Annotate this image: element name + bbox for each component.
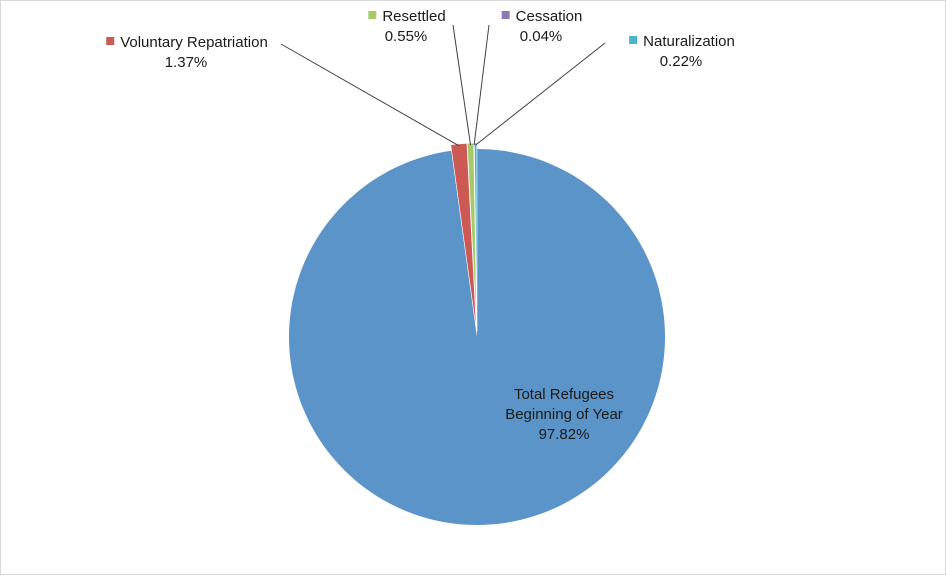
label-value-naturalization: 0.22% bbox=[660, 53, 703, 70]
label-name-total-refugees-beginning-of-year-0: Total Refugees bbox=[514, 386, 614, 403]
data-label-cessation: Cessation 0.04% bbox=[501, 8, 583, 45]
label-value-cessation: 0.04% bbox=[520, 28, 563, 45]
leader-line-naturalization bbox=[475, 42, 606, 146]
label-name-total-refugees-beginning-of-year-1: Beginning of Year bbox=[505, 406, 623, 423]
pie-slice-total-refugees-beginning-of-year bbox=[289, 149, 665, 525]
label-value-resettled: 0.55% bbox=[385, 28, 428, 45]
label-value-voluntary-repatriation: 1.37% bbox=[165, 54, 208, 71]
pie-slice-voluntary-repatriation bbox=[450, 142, 477, 332]
leader-line-cessation bbox=[473, 24, 490, 146]
label-name-voluntary-repatriation: Voluntary Repatriation bbox=[120, 34, 268, 51]
label-name-naturalization: Naturalization bbox=[643, 33, 735, 50]
legend-marker-voluntary-repatriation bbox=[106, 37, 115, 45]
data-label-naturalization: Naturalization 0.22% bbox=[629, 33, 735, 70]
leader-line-voluntary-repatriation bbox=[280, 43, 460, 147]
legend-marker-resettled bbox=[368, 11, 377, 19]
data-label-voluntary-repatriation: Voluntary Repatriation 1.37% bbox=[106, 34, 268, 71]
leader-line-resettled bbox=[452, 24, 472, 146]
label-value-total-refugees-beginning-of-year: 97.82% bbox=[539, 426, 590, 443]
label-name-cessation: Cessation bbox=[516, 8, 583, 25]
legend-marker-naturalization bbox=[629, 36, 638, 44]
data-label-total-refugees-beginning-of-year: Total Refugees Beginning of Year 97.82% bbox=[505, 386, 623, 443]
legend-marker-cessation bbox=[501, 11, 510, 19]
label-name-resettled: Resettled bbox=[382, 8, 445, 25]
data-label-resettled: Resettled 0.55% bbox=[368, 8, 446, 45]
